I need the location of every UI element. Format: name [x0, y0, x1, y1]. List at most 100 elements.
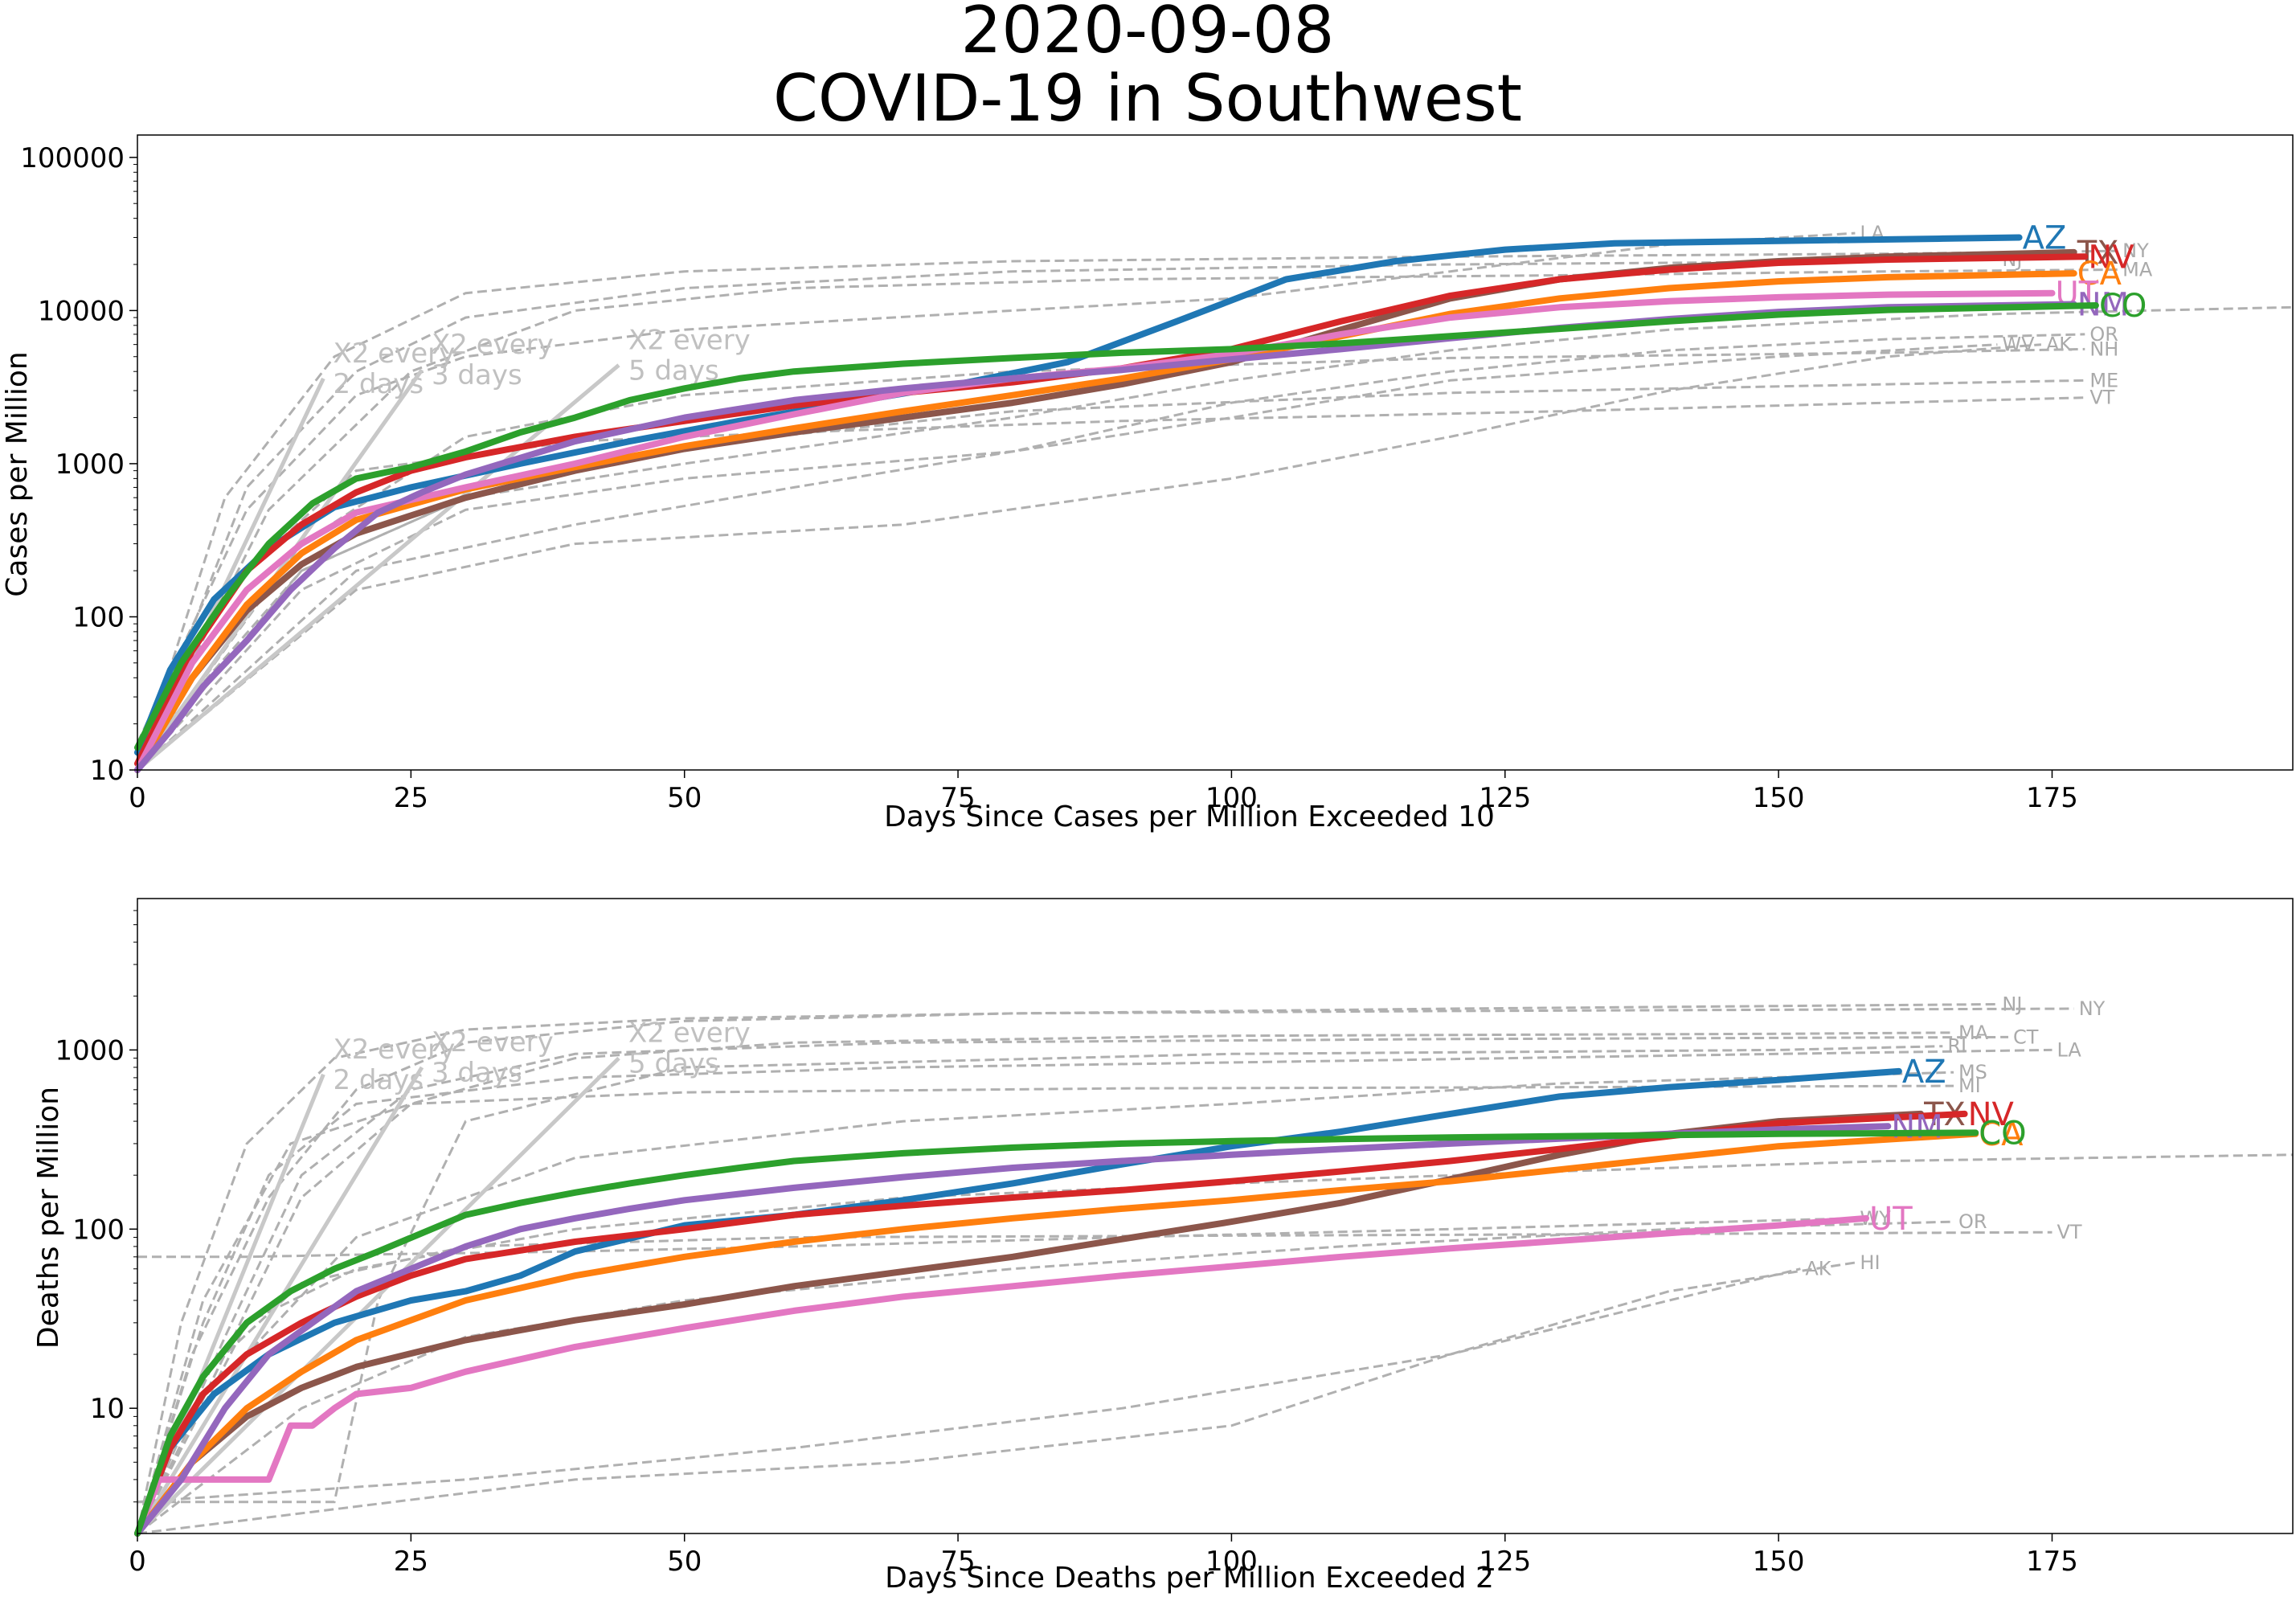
series-wy-line: [137, 1217, 1856, 1259]
axes-group: 0 25 50 75 100 125 150 175 10 100 1000: [55, 898, 2294, 1578]
reference-line-3-label: X2 every 5 days: [628, 1018, 751, 1080]
x-tick-label: 25: [394, 782, 428, 814]
reference-label-line: X2 every: [628, 324, 751, 356]
background-series-group: LANJNYMAWAORAKWVNHMEVT: [136, 222, 2294, 772]
series-ct-line: [136, 1035, 2009, 1534]
x-tick-label: 125: [1479, 782, 1531, 814]
series-hi-label: HI: [1860, 1251, 1880, 1274]
x-tick-label: 0: [129, 1546, 146, 1578]
plot-frame: [137, 134, 2294, 771]
reference-label-line: 5 days: [628, 354, 719, 387]
series-me-line: [136, 379, 2085, 771]
reference-label-line: X2 every: [628, 1018, 751, 1050]
series-or-label: OR: [2089, 323, 2118, 346]
series-ak-line: [137, 1267, 1801, 1504]
x-tick-label: 175: [2026, 782, 2078, 814]
series-ma-line: [136, 1031, 1954, 1534]
x-axis-label: Days Since Cases per Million Exceeded 10: [884, 800, 1495, 833]
reference-label-line: X2 every: [333, 1034, 455, 1066]
reference-label-line: 2 days: [333, 1064, 424, 1096]
reference-label-line: X2 every: [432, 329, 554, 361]
chart-title: COVID-19 in Southwest: [773, 61, 1522, 136]
reference-label-line: 3 days: [432, 359, 522, 391]
series-ny-label: NY: [2079, 997, 2106, 1020]
reference-line-1-label: X2 every 2 days: [333, 338, 455, 400]
series-ri-label: RI: [1947, 1035, 1967, 1058]
series-co-line: [134, 1129, 1979, 1537]
reference-line-3: [136, 1056, 620, 1535]
series-wv-label: WV: [2002, 334, 2035, 356]
y-tick-label: 10: [90, 1393, 125, 1425]
series-co-label: CO: [1979, 1115, 2026, 1152]
y-tick-label: 10000: [38, 295, 125, 327]
series-or-line: [137, 1220, 1954, 1535]
reference-line-2-label: X2 every 3 days: [432, 329, 554, 391]
reference-label-line: 2 days: [333, 368, 424, 400]
y-axis-label: Cases per Million: [1, 351, 34, 596]
series-ca-label: CA: [1979, 1116, 2024, 1153]
series-or-line: [136, 333, 2085, 772]
x-tick-label: 50: [667, 782, 702, 814]
y-tick-label: 1000: [55, 448, 125, 481]
series-tx-label: TX: [2077, 235, 2119, 272]
series-co-label: CO: [2099, 288, 2147, 325]
plot-frame: [137, 898, 2294, 1534]
series-ri-line: [137, 1045, 1943, 1504]
series-la-label: LA: [2057, 1038, 2081, 1061]
series-hi-line: [137, 1261, 1856, 1535]
series-ca-label: CA: [2077, 256, 2122, 293]
reference-label-line: X2 every: [432, 1026, 554, 1058]
series-la-line: [136, 231, 1856, 744]
series-ny-line: [136, 249, 2118, 771]
series-mi-line: [136, 1084, 1954, 1534]
series-nj-label: NJ: [2002, 993, 2022, 1015]
x-tick-label: 150: [1753, 1546, 1805, 1578]
series-ut-label: UT: [1869, 1201, 1913, 1238]
series-nv-line: [134, 1110, 1968, 1537]
reference-label-line: X2 every: [333, 338, 455, 370]
x-tick-label: 100: [1205, 1546, 1258, 1578]
series-or-label: OR: [1958, 1210, 1987, 1233]
axes-group: 0 25 50 75 100 125 150 175 10 100 1000 10000 100000: [20, 134, 2294, 814]
series-ca-line: [134, 270, 2077, 773]
series-tx-line: [134, 1110, 1925, 1537]
series-ma-line: [136, 268, 2118, 771]
series-vt-label: VT: [2057, 1221, 2081, 1243]
x-axis-label: Days Since Deaths per Million Exceeded 2: [885, 1562, 1494, 1595]
x-tick-label: 100: [1205, 782, 1258, 814]
reference-line-3: [136, 363, 620, 772]
series-me-label: ME: [2089, 369, 2118, 391]
x-tick-label: 50: [667, 1546, 702, 1578]
x-tick-label: 150: [1753, 782, 1805, 814]
y-tick-label: 100000: [20, 142, 125, 174]
series-co-line: [134, 302, 2099, 751]
series-wv-line: [136, 343, 1998, 772]
x-tick-label: 75: [940, 782, 975, 814]
y-tick-label: 10: [90, 755, 125, 787]
x-tick-label: 175: [2026, 1546, 2078, 1578]
series-vt-label: VT: [2089, 387, 2114, 409]
reference-label-line: 3 days: [432, 1057, 522, 1089]
y-axis-label: Deaths per Million: [32, 1087, 65, 1349]
x-tick-label: 0: [129, 782, 146, 814]
series-ny-label: NY: [2122, 240, 2149, 262]
series-az-label: AZ: [1902, 1054, 1946, 1091]
series-nj-line: [136, 258, 1998, 771]
y-tick-label: 1000: [55, 1034, 125, 1067]
chart-title-date: 2020-09-08: [961, 0, 1335, 68]
series-ut-line: [134, 1214, 1869, 1537]
series-ma-label: MA: [1958, 1022, 1989, 1044]
reference-label-line: 5 days: [628, 1048, 719, 1080]
series-ak-label: AK: [2046, 334, 2073, 356]
series-nh-label: NH: [2089, 338, 2118, 360]
series-ct-label: CT: [2013, 1026, 2039, 1048]
x-tick-label: 125: [1479, 1546, 1531, 1578]
y-tick-label: 100: [72, 1214, 125, 1246]
reference-line-3-label: X2 every 5 days: [628, 324, 751, 387]
series-nm-label: NM: [1891, 1108, 1942, 1145]
series-ny-line: [136, 1007, 2074, 1534]
